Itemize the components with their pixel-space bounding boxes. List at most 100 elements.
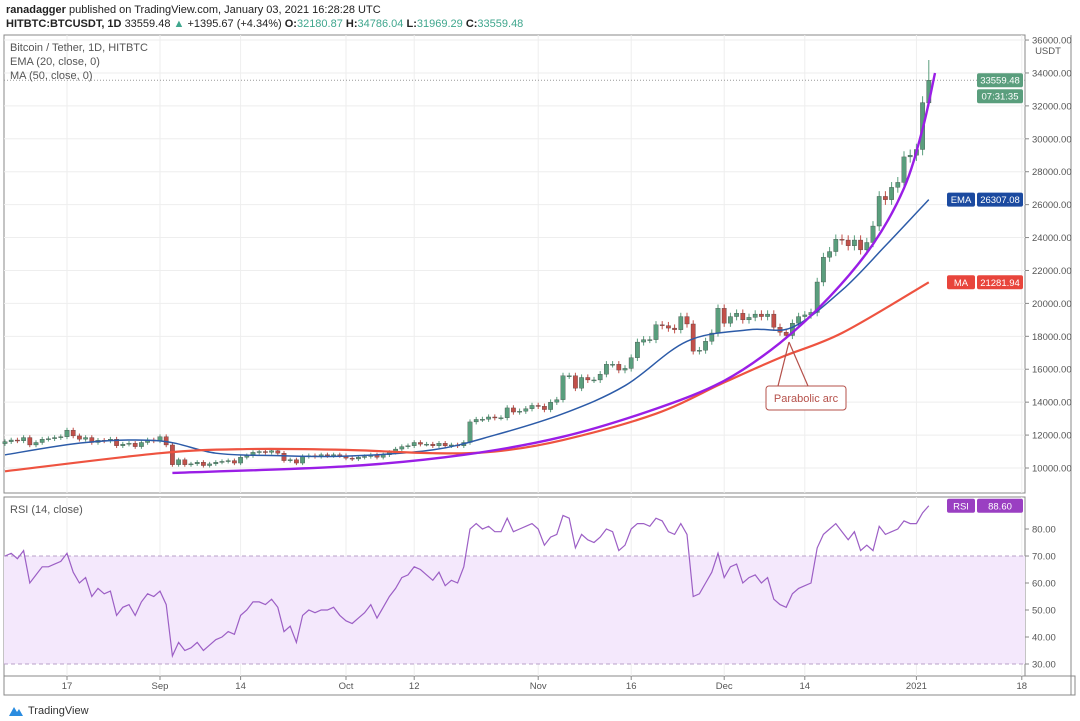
candle — [492, 414, 498, 421]
candle-body — [901, 156, 907, 183]
author[interactable]: ranadagger — [6, 4, 66, 16]
candle — [294, 457, 299, 466]
candle — [542, 403, 547, 413]
candle-body — [418, 442, 423, 445]
candle-body — [560, 375, 566, 400]
price-tick-label: 14000.00 — [1032, 398, 1072, 409]
candle-body — [213, 462, 219, 465]
rsi-tick-label: 40.00 — [1032, 633, 1056, 644]
close-value: 33559.48 — [477, 18, 524, 30]
candle — [15, 437, 20, 444]
ma-tag-label: MA — [954, 278, 969, 289]
candle — [436, 441, 442, 449]
candle-body — [486, 416, 491, 420]
candle — [64, 427, 70, 440]
candle — [418, 440, 423, 447]
time-tick-label: Oct — [339, 681, 354, 692]
candle — [120, 441, 126, 449]
candle-body — [52, 437, 57, 439]
candle-body — [77, 435, 82, 440]
candle — [901, 151, 907, 188]
candle — [511, 405, 516, 415]
rsi-tick-label: 80.00 — [1032, 525, 1056, 536]
price-tick-label: 24000.00 — [1032, 233, 1072, 244]
candle-body — [653, 324, 659, 340]
candle-body — [139, 442, 144, 447]
time-tick-label: Nov — [530, 681, 547, 692]
candle — [535, 402, 541, 409]
candle-body — [814, 281, 820, 313]
candle-body — [852, 239, 857, 246]
candle — [585, 374, 591, 383]
candle-body — [883, 196, 888, 200]
time-tick-label: Sep — [152, 681, 169, 692]
candle-body — [2, 441, 8, 444]
countdown-tag-value-bg — [977, 89, 1023, 104]
candle-body — [523, 408, 529, 412]
candle-body — [628, 357, 634, 369]
price-tick-label: 36000.00 — [1032, 36, 1072, 47]
legend-ema[interactable]: EMA (20, close, 0) — [10, 56, 100, 68]
candle-body — [889, 187, 894, 200]
candle — [46, 436, 51, 442]
candle-body — [684, 316, 690, 325]
candle-body — [176, 459, 181, 465]
candle — [653, 321, 659, 344]
last-price: 33559.48 — [124, 18, 171, 30]
candle — [219, 459, 225, 465]
ma-tag: MA 21281.94 — [947, 275, 1023, 290]
candle — [504, 405, 510, 421]
candle-body — [591, 379, 597, 382]
candle-body — [517, 411, 522, 413]
candle — [207, 461, 212, 468]
candle-body — [647, 339, 653, 341]
candle-body — [269, 450, 274, 453]
candle-body — [740, 313, 746, 321]
time-tick-label: 16 — [626, 681, 637, 692]
candle-body — [715, 308, 721, 334]
candle-body — [728, 316, 733, 324]
candle — [566, 372, 572, 379]
publish-line: ranadagger published on TradingView.com,… — [6, 4, 381, 16]
price-tick-label: 18000.00 — [1032, 332, 1072, 343]
price-tick-label: 28000.00 — [1032, 167, 1072, 178]
time-tick-label: Dec — [716, 681, 733, 692]
candle-body — [442, 443, 448, 446]
annotation-text: Parabolic arc — [774, 393, 839, 405]
low-label: L: — [406, 18, 417, 30]
candle — [424, 441, 429, 447]
candle — [8, 437, 14, 444]
legend-ma[interactable]: MA (50, close, 0) — [10, 70, 93, 82]
candle-body — [325, 454, 330, 456]
candle-body — [287, 459, 293, 461]
candle-body — [300, 456, 305, 464]
rsi-tick-label: 50.00 — [1032, 606, 1056, 617]
candle-body — [622, 368, 628, 371]
candle — [560, 372, 566, 403]
candle — [802, 311, 808, 321]
legend-rsi[interactable]: RSI (14, close) — [10, 504, 83, 516]
candle — [715, 304, 721, 337]
candle — [225, 458, 231, 464]
candle — [83, 435, 88, 442]
candle-body — [201, 462, 206, 466]
candle-body — [554, 399, 560, 403]
candle — [201, 460, 206, 468]
candle — [635, 338, 640, 362]
candle-body — [666, 325, 671, 329]
candle — [622, 365, 628, 374]
candle-body — [126, 443, 132, 445]
candle — [573, 372, 578, 392]
candle-body — [566, 375, 572, 377]
candle-body — [504, 407, 510, 418]
candle — [498, 415, 504, 421]
ma-tag-value-bg — [977, 275, 1023, 290]
candle-body — [362, 456, 367, 458]
price-change: +1395.67 (+4.34%) — [187, 18, 282, 30]
rsi-tag-label: RSI — [953, 501, 969, 512]
low-value: 31969.29 — [416, 18, 463, 30]
last-price-tag-value: 33559.48 — [980, 76, 1020, 87]
parabolic-arc-line — [172, 72, 937, 475]
candle — [405, 443, 411, 449]
